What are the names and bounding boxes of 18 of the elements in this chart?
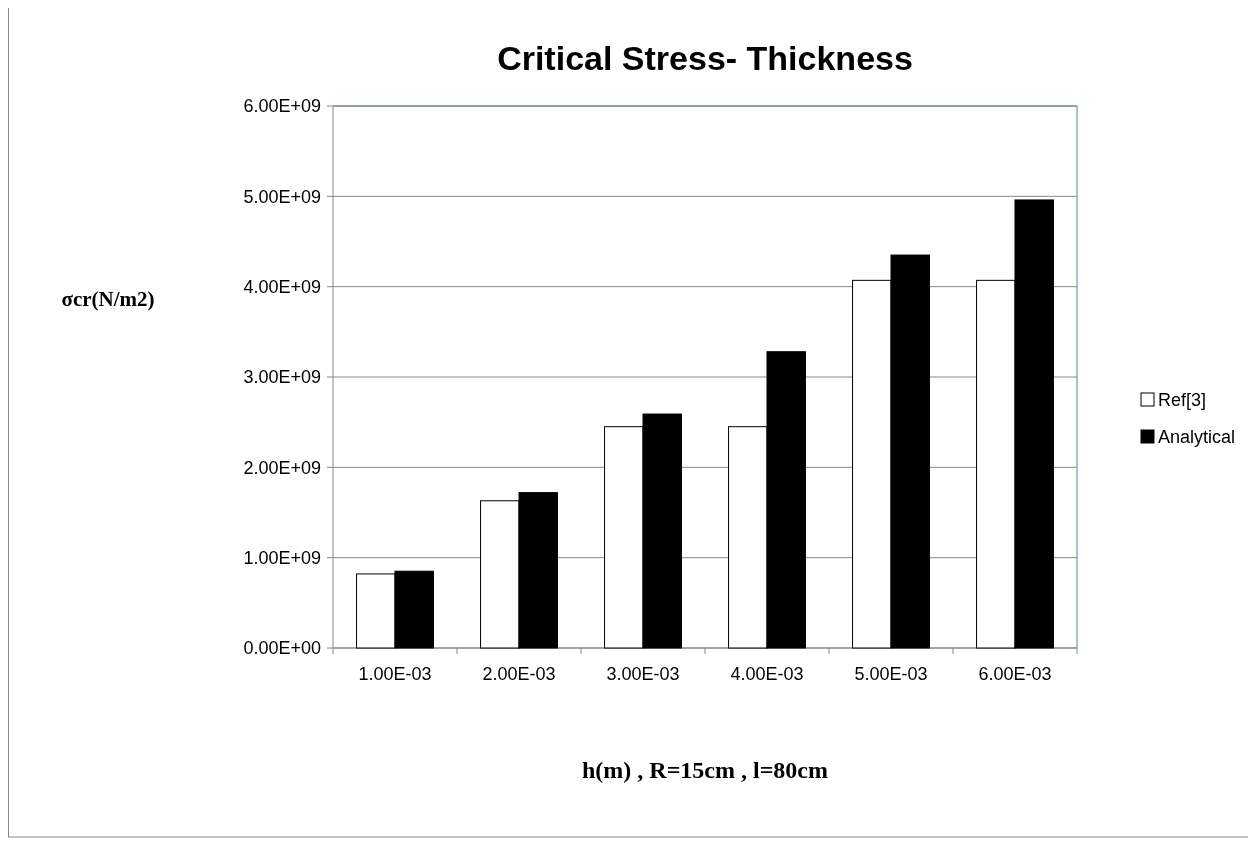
x-tick-label: 5.00E-03 [854, 664, 928, 684]
legend-label: Analytical [1158, 427, 1236, 448]
x-tick-label: 6.00E-03 [978, 664, 1052, 684]
x-tick-label: 1.00E-03 [358, 664, 432, 684]
y-axis-title: σcr(N/m2) [61, 287, 155, 311]
x-axis-title: h(m) , R=15cm , l=80cm [582, 757, 828, 783]
y-tick-label: 5.00E+09 [243, 186, 321, 207]
y-tick-label: 6.00E+09 [243, 96, 321, 117]
x-tick-label: 2.00E-03 [482, 664, 556, 684]
x-tick-label: 4.00E-03 [730, 664, 804, 684]
chart-title: Critical Stress- Thickness [497, 39, 913, 77]
x-tick-label: 3.00E-03 [606, 664, 680, 684]
y-tick-label: 0.00E+00 [243, 638, 321, 659]
y-tick-label: 4.00E+09 [243, 276, 321, 297]
y-tick-label: 1.00E+09 [243, 547, 321, 568]
legend-label: Ref[3] [1158, 390, 1207, 411]
y-tick-label: 3.00E+09 [243, 367, 321, 388]
y-tick-label: 2.00E+09 [243, 457, 321, 478]
